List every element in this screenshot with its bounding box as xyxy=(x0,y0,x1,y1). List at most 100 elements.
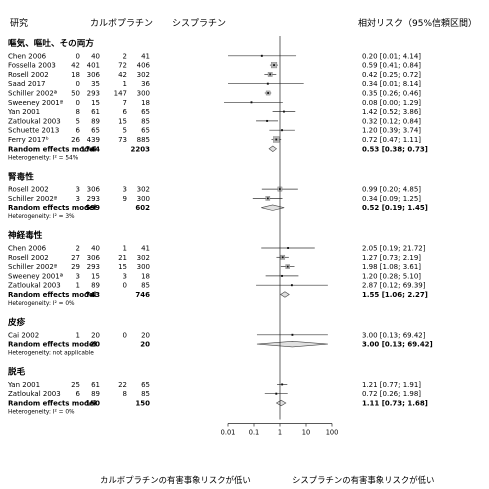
cisplatin-total: 300 xyxy=(137,90,150,98)
effect-point xyxy=(266,82,269,85)
carboplatin-events: 42 xyxy=(71,62,80,70)
effect-point xyxy=(266,120,269,122)
effect-point xyxy=(260,54,263,57)
carboplatin-events: 29 xyxy=(71,263,80,271)
carboplatin-total: 15 xyxy=(91,272,100,280)
effect-point xyxy=(281,256,284,259)
summary-label: Random effects model xyxy=(8,204,96,212)
cisplatin-events: 8 xyxy=(123,390,127,398)
carboplatin-events: 1 xyxy=(76,331,80,339)
cisplatin-summary-total: 2203 xyxy=(131,145,151,153)
study-row: Yan 2001 25 61 22 65 1.21 [0.77; 1.91] xyxy=(7,381,421,389)
study-row: Ferry 2017ᵇ 26 439 73 885 0.72 [0.47; 1.11] xyxy=(8,136,421,144)
rr-ci-text: 0.72 [0.26; 1.98] xyxy=(362,390,421,398)
effect-point xyxy=(269,73,272,76)
carboplatin-events: 8 xyxy=(76,108,80,116)
carboplatin-total: 293 xyxy=(87,90,100,98)
axis-tick-label: 0.1 xyxy=(249,429,260,437)
effect-point xyxy=(250,101,253,104)
study-row: Saad 2017 0 35 1 36 0.34 [0.01; 8.14] xyxy=(8,80,421,88)
cisplatin-total: 18 xyxy=(141,99,150,107)
effect-point xyxy=(287,247,290,249)
carboplatin-events: 0 xyxy=(76,99,80,107)
effect-point xyxy=(275,392,278,395)
rr-ci-text: 0.42 [0.25; 0.72] xyxy=(362,71,421,79)
header-relative-risk: 相対リスク（95%信頼区間） xyxy=(358,17,477,29)
study-name: Zatloukal 2003 xyxy=(8,282,61,290)
summary-diamond xyxy=(261,204,285,211)
study-row: Rosell 2002 27 306 21 302 1.27 [0.73; 2.19] xyxy=(8,254,421,262)
cisplatin-events: 21 xyxy=(118,254,127,262)
effect-point xyxy=(281,275,283,277)
rr-ci-text: 0.59 [0.41; 0.84] xyxy=(362,62,421,70)
cisplatin-events: 2 xyxy=(123,52,127,60)
rr-ci-text: 0.20 [0.01; 4.14] xyxy=(362,52,421,60)
carboplatin-events: 25 xyxy=(71,381,80,389)
study-row: Cai 2002 1 20 0 20 3.00 [0.13; 69.42] xyxy=(8,331,426,339)
study-row: Chen 2006 2 40 1 41 2.05 [0.19; 21.72] xyxy=(8,245,426,253)
cisplatin-events: 42 xyxy=(118,71,127,79)
cisplatin-events: 0 xyxy=(123,282,127,290)
axis-tick-label: 0.01 xyxy=(221,429,236,437)
heterogeneity-label: Heterogeneity: I² = 3% xyxy=(8,213,75,220)
axis-tick-label: 10 xyxy=(302,429,310,437)
rr-ci-text: 0.08 [0.00; 1.29] xyxy=(362,99,421,107)
rr-ci-text: 1.42 [0.52; 3.86] xyxy=(362,108,421,116)
study-name: Cai 2002 xyxy=(8,331,39,339)
carboplatin-events: 2 xyxy=(76,245,80,253)
cisplatin-total: 300 xyxy=(137,263,150,271)
cisplatin-total: 41 xyxy=(141,245,150,253)
rr-ci-text: 2.05 [0.19; 21.72] xyxy=(362,245,426,253)
carboplatin-total: 65 xyxy=(91,127,100,135)
carboplatin-total: 35 xyxy=(91,80,100,88)
cisplatin-events: 1 xyxy=(123,80,127,88)
carboplatin-events: 1 xyxy=(76,282,80,290)
study-row: Schiller 2002ª 29 293 15 300 1.98 [1.08; 3.61… xyxy=(8,263,421,271)
cisplatin-events: 0 xyxy=(123,331,127,339)
cisplatin-total: 302 xyxy=(137,186,150,194)
cisplatin-total: 65 xyxy=(141,108,150,116)
rr-ci-text: 2.87 [0.12; 69.39] xyxy=(362,282,426,290)
rr-ci-text: 1.21 [0.77; 1.91] xyxy=(362,381,421,389)
study-name: Zatloukal 2003 xyxy=(8,117,61,125)
rr-ci-text: 0.34 [0.09; 1.25] xyxy=(362,195,421,203)
summary-diamond xyxy=(256,340,328,348)
cisplatin-summary-total: 20 xyxy=(140,341,150,349)
summary-diamond xyxy=(275,399,287,407)
carboplatin-events: 3 xyxy=(76,186,80,194)
study-name: Ferry 2017ᵇ xyxy=(8,136,49,144)
study-name: Sweeney 2001ª xyxy=(8,99,63,107)
footer-right-label: シスプラチンの有害事象リスクが低い xyxy=(292,475,434,485)
effect-point xyxy=(291,284,293,287)
summary-rr-ci-text: 1.55 [1.06; 2.27] xyxy=(362,291,428,299)
study-name: Chen 2006 xyxy=(8,245,47,253)
cisplatin-events: 3 xyxy=(123,186,127,194)
cisplatin-total: 85 xyxy=(141,117,150,125)
summary-rr-ci-text: 0.53 [0.38; 0.73] xyxy=(362,145,428,153)
carboplatin-total: 15 xyxy=(91,99,100,107)
effect-point xyxy=(275,138,278,141)
effect-point xyxy=(267,92,270,94)
rr-ci-text: 3.00 [0.13; 69.42] xyxy=(362,331,426,339)
cisplatin-total: 85 xyxy=(141,282,150,290)
carboplatin-total: 61 xyxy=(91,108,100,116)
rr-ci-text: 0.35 [0.26; 0.46] xyxy=(362,90,421,98)
cisplatin-summary-total: 746 xyxy=(135,291,150,299)
study-row: Schuette 2013 6 65 5 65 1.20 [0.39; 3.74] xyxy=(8,127,421,135)
study-name: Zatloukal 2003 xyxy=(8,390,61,398)
carboplatin-summary-total: 599 xyxy=(85,204,100,212)
carboplatin-total: 61 xyxy=(91,381,100,389)
cisplatin-total: 36 xyxy=(141,80,150,88)
effect-point xyxy=(283,110,285,113)
study-row: Zatloukal 2003 5 89 15 85 0.32 [0.12; 0.84] xyxy=(8,117,421,125)
cisplatin-events: 3 xyxy=(123,272,127,280)
carboplatin-events: 0 xyxy=(76,52,80,60)
cisplatin-total: 41 xyxy=(141,52,150,60)
rr-ci-text: 0.32 [0.12; 0.84] xyxy=(362,117,421,125)
carboplatin-summary-total: 20 xyxy=(90,341,100,349)
summary-label: Random effects model xyxy=(8,291,96,299)
heterogeneity-label: Heterogeneity: I² = 54% xyxy=(8,154,79,161)
